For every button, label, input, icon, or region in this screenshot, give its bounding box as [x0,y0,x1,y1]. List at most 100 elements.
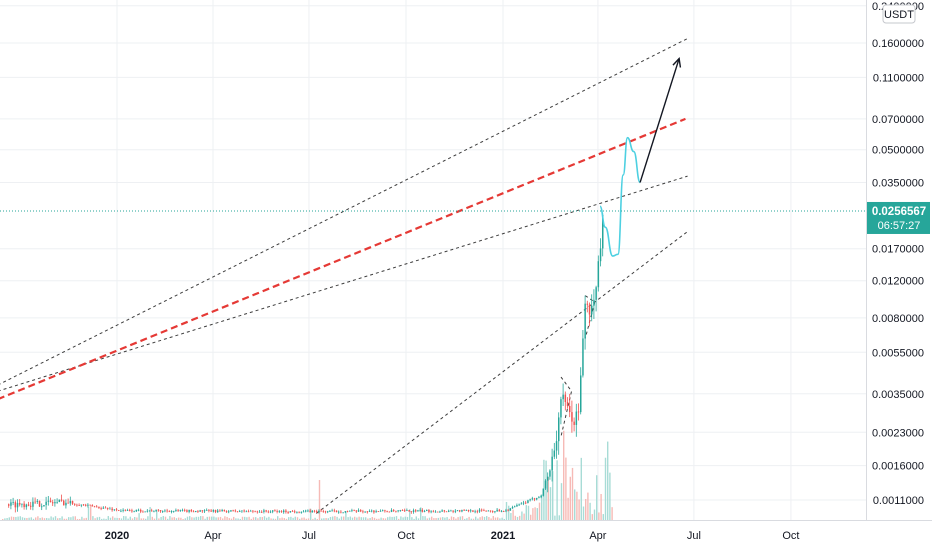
time-tick-label: Apr [589,530,606,542]
candle-body [342,512,344,514]
volume-bar [472,518,475,520]
volume-bar [417,518,420,520]
volume-bar [382,518,384,520]
price-tick-label: 0.0500000 [872,145,924,157]
volume-bar [574,489,576,520]
volume-bar [171,517,173,520]
candle-body [41,506,43,508]
volume-bar [477,518,479,520]
volume-bar [358,516,360,520]
volume-bar [437,517,439,520]
volume-bar [52,517,54,520]
candle-body [124,509,127,511]
candle-body [300,511,303,513]
candle-body [199,510,201,512]
volume-bar [222,518,224,520]
candle-body [47,500,50,502]
candle-body [533,498,536,500]
candle-body [566,402,569,407]
volume-bar [107,516,109,520]
time-axis[interactable]: 2020 Apr Jul Oct 2021 Apr Jul Oct [105,530,800,542]
volume-bar [448,518,450,520]
candle-body [184,509,186,511]
volume-bar [367,518,369,520]
volume-bar [426,518,428,520]
volume-bar [565,457,567,520]
volume-bar [200,516,202,520]
projection-drawing[interactable] [599,57,682,257]
candle-body [507,510,509,512]
candle-body [487,510,490,512]
volume-bar [145,518,147,520]
volume-bar [345,511,347,520]
candle-body [553,450,556,457]
volume-bar [228,518,230,520]
volume-bar [72,516,74,520]
volume-bar [431,516,433,520]
volume-bar [596,475,598,520]
candle-body [239,511,241,513]
volume-bar [378,518,380,520]
price-axis[interactable]: 0.24000000.16000000.11000000.07000000.05… [872,1,924,507]
volume-bar [30,517,32,520]
volume-bar [178,517,180,520]
price-tick-label: 0.0170000 [872,244,924,256]
volume-bar [587,492,589,520]
volume-bar [127,518,129,520]
volume-bar [32,518,35,520]
candle-body [463,510,465,511]
volume-bar [105,518,107,520]
volume-bar [288,517,290,520]
candle-body [173,510,175,512]
volume-bar [41,517,43,520]
volume-bar [380,517,382,520]
candle-body [450,510,452,512]
volume-bar [406,516,409,520]
candle-body [256,511,259,513]
volume-bar [415,516,417,520]
candle-body [575,411,578,425]
candle-body [45,501,47,506]
candle-body [520,503,523,505]
volume-bar [393,516,395,520]
candle-body [516,504,518,507]
volume-bar [35,517,37,520]
volume-bar [246,517,248,520]
volume-bar [479,517,481,520]
candle-body [454,510,457,512]
candle-body [261,511,263,513]
candle-body [272,510,274,512]
volume-bar [589,502,591,520]
volume-bar [279,518,281,520]
candle-body [324,511,327,513]
candle-body [120,510,122,512]
time-tick-label: 2021 [491,530,515,542]
candle-body [599,248,602,262]
candle-body [179,510,182,511]
trend-drawings[interactable] [0,38,688,514]
candle-body [276,511,278,512]
candle-body [107,508,109,509]
candle-body [245,511,248,513]
volume-bar [296,517,299,520]
candle-body [456,510,459,512]
price-tick-label: 0.0035000 [872,389,924,401]
volume-bar [281,517,283,520]
candle-body [135,509,138,512]
candle-body [217,510,219,513]
red-midline [0,117,686,400]
volume-bar [59,518,61,520]
volume-bar [521,511,523,520]
candle-body [509,508,512,511]
volume-bar [483,516,486,520]
candle-body [560,399,562,418]
volume-bar [24,517,26,520]
candle-body [285,510,287,513]
volume-bar [131,518,134,520]
candle-body [536,497,538,500]
candle-body [419,509,421,511]
candle-body [250,510,252,512]
currency-badge[interactable]: USDT [882,4,916,24]
volume-bar [604,457,607,520]
